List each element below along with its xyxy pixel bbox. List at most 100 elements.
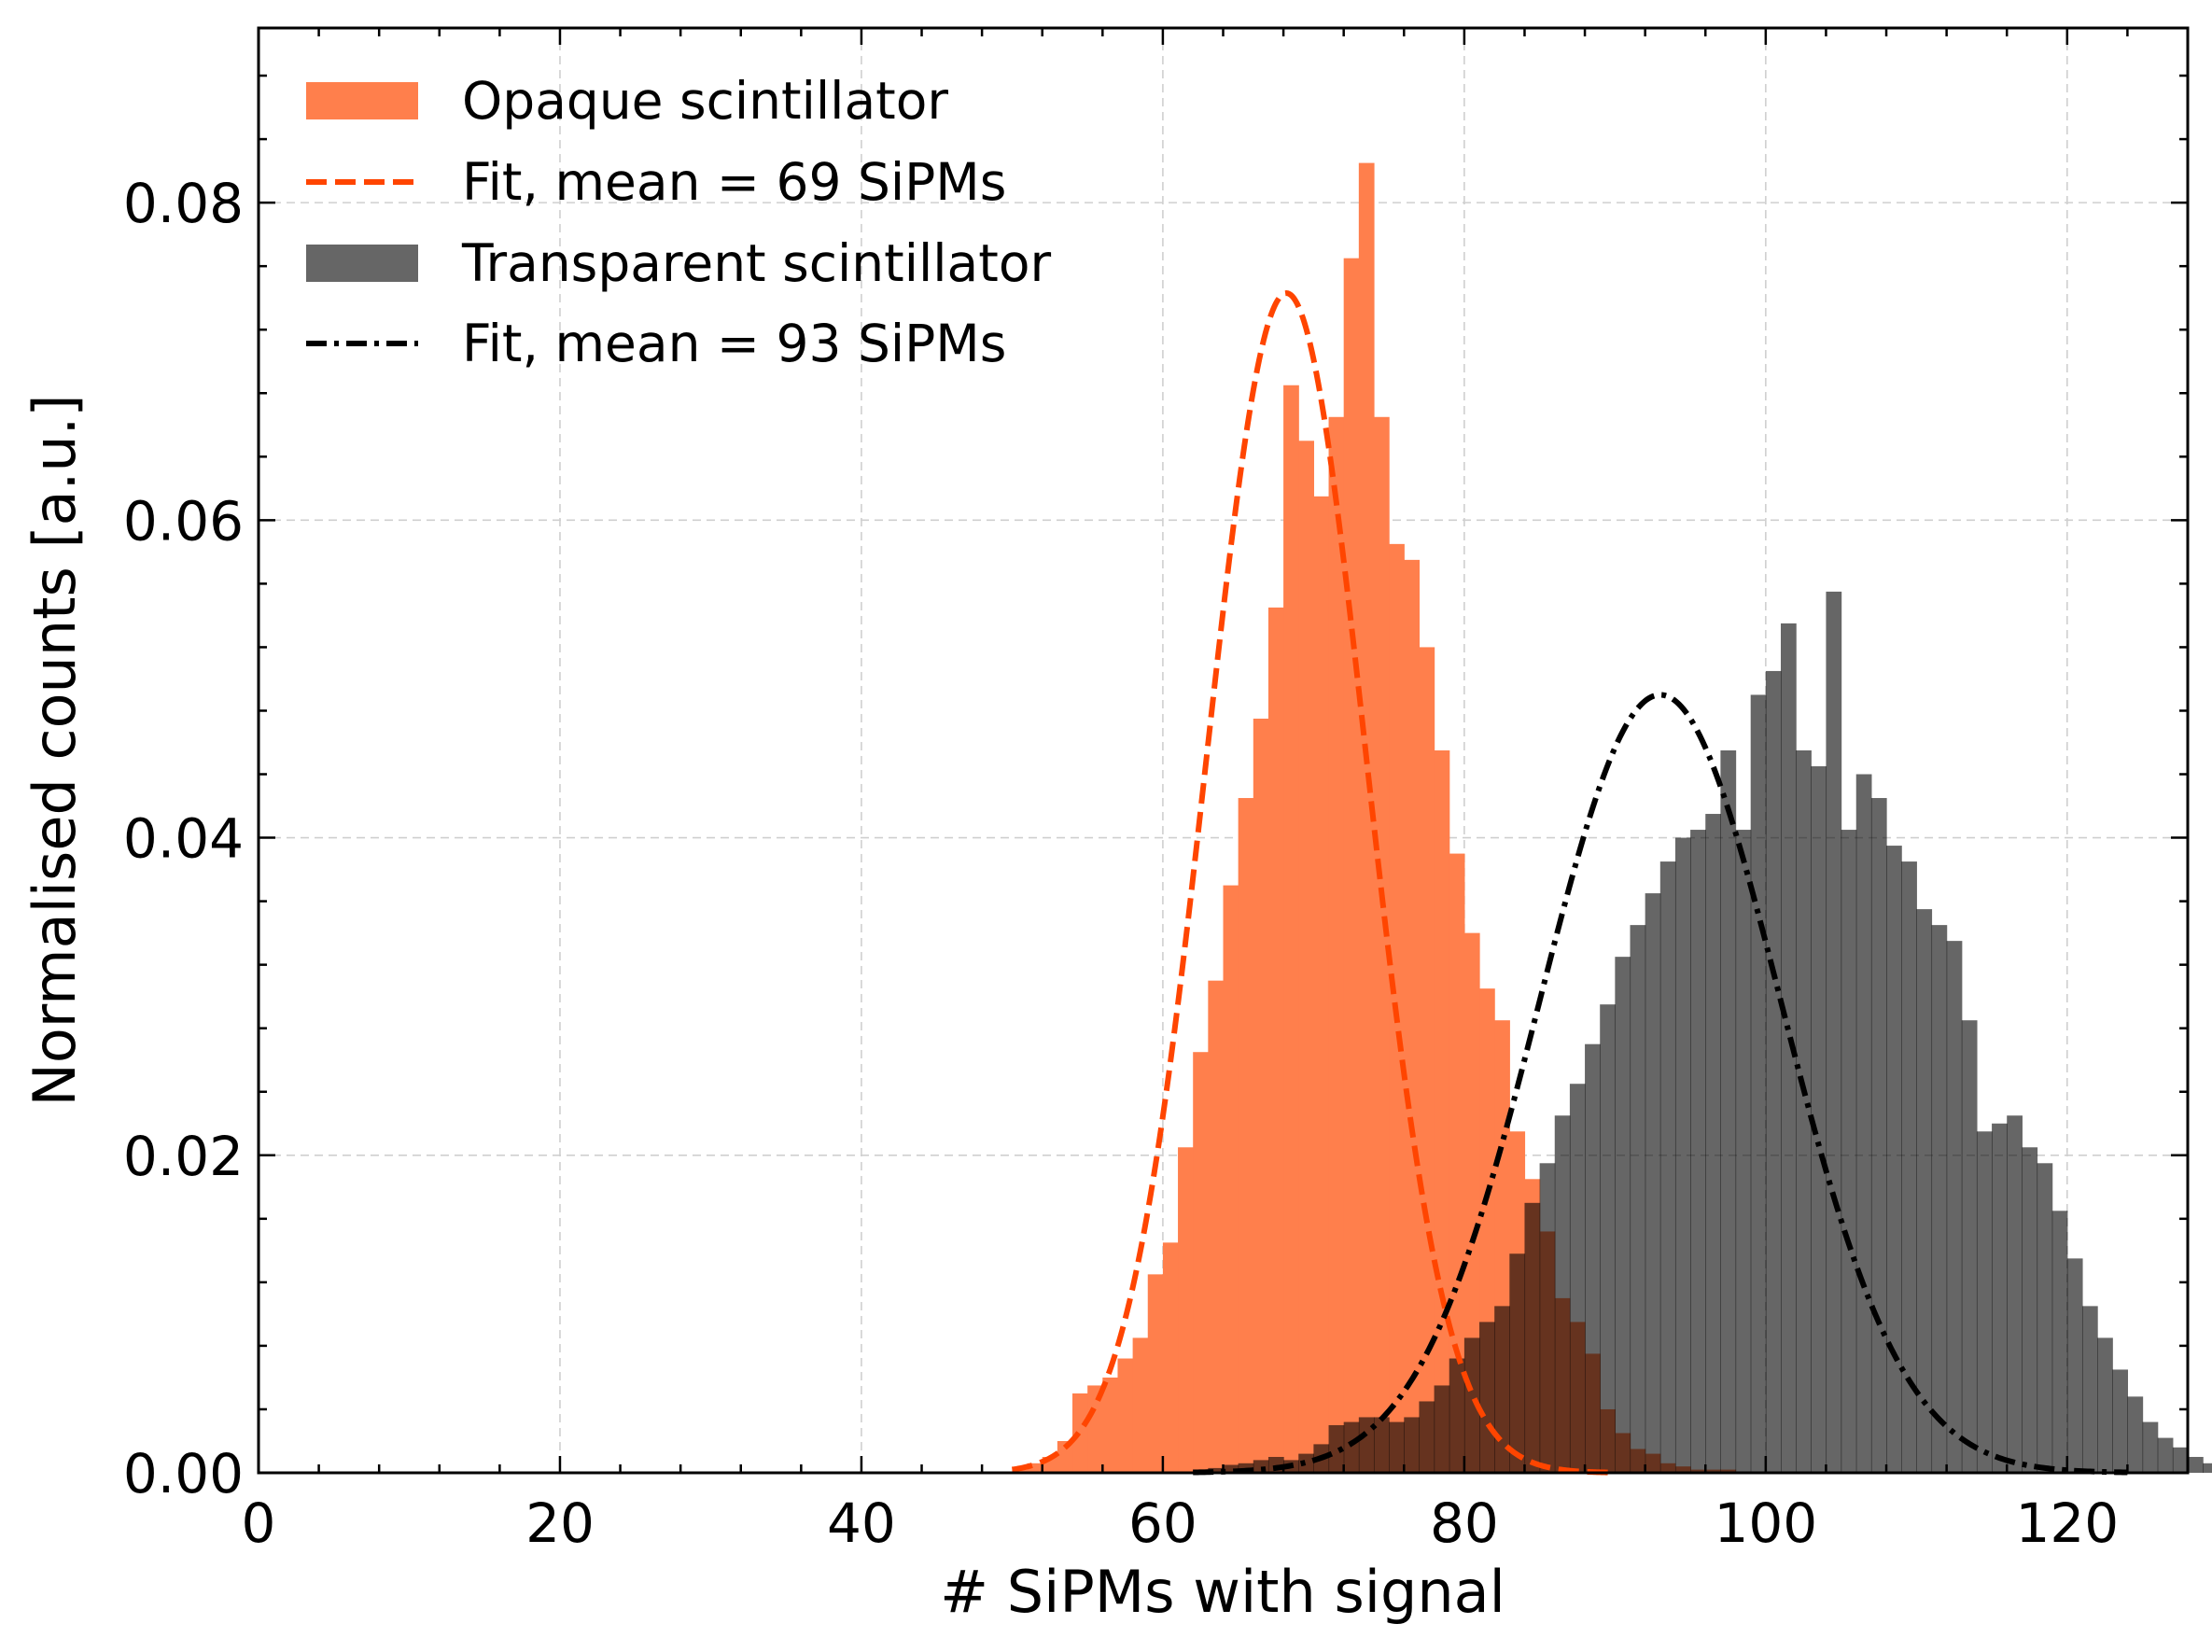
transparent-bar bbox=[2157, 1437, 2174, 1473]
transparent-bar bbox=[1389, 1421, 1405, 1473]
opaque-bar bbox=[1208, 980, 1225, 1473]
transparent-bar bbox=[1600, 1004, 1616, 1473]
opaque-bar bbox=[1147, 1274, 1164, 1473]
transparent-bar bbox=[1886, 846, 1902, 1473]
transparent-bar bbox=[1615, 957, 1631, 1473]
transparent-bar bbox=[1298, 1453, 1314, 1473]
opaque-bar bbox=[1027, 1463, 1043, 1473]
transparent-bar bbox=[1328, 1424, 1345, 1473]
y-tick-label: 0.08 bbox=[123, 172, 244, 235]
transparent-bar bbox=[1961, 1020, 1978, 1473]
opaque-bar bbox=[1434, 750, 1450, 1473]
transparent-bar bbox=[1765, 670, 1782, 1473]
opaque-bar bbox=[1449, 853, 1465, 1473]
transparent-bar bbox=[1630, 925, 1646, 1473]
transparent-bar bbox=[1735, 830, 1752, 1473]
transparent-histogram bbox=[1193, 591, 2212, 1473]
transparent-bar bbox=[1358, 1417, 1375, 1473]
legend-label-transparent-fit: Fit, mean = 93 SiPMs bbox=[462, 314, 1006, 373]
x-tick-label: 0 bbox=[242, 1491, 276, 1555]
transparent-bar bbox=[1463, 1337, 1480, 1473]
transparent-bar bbox=[1976, 1131, 1993, 1473]
transparent-bar bbox=[1855, 774, 1872, 1473]
opaque-bar bbox=[1178, 1147, 1194, 1473]
transparent-bar bbox=[2037, 1163, 2053, 1473]
x-tick-label: 40 bbox=[827, 1491, 896, 1555]
y-axis-tick-labels: 0.00 0.02 0.04 0.06 0.08 bbox=[123, 172, 244, 1505]
legend-label-transparent: Transparent scintillator bbox=[461, 233, 1051, 293]
transparent-bar bbox=[2172, 1447, 2189, 1473]
legend-swatch-opaque bbox=[306, 82, 418, 119]
opaque-bar bbox=[1298, 441, 1314, 1474]
transparent-bar bbox=[1208, 1467, 1225, 1473]
transparent-bar bbox=[1479, 1322, 1495, 1473]
opaque-bar bbox=[1132, 1337, 1149, 1473]
transparent-bar bbox=[1585, 1043, 1601, 1473]
y-tick-label: 0.00 bbox=[123, 1442, 244, 1505]
opaque-bar bbox=[1283, 385, 1299, 1473]
y-tick-label: 0.04 bbox=[123, 807, 244, 871]
legend-swatch-transparent bbox=[306, 245, 418, 282]
transparent-bar bbox=[1826, 591, 1842, 1473]
transparent-bar bbox=[1916, 909, 1933, 1473]
legend: Opaque scintillator Fit, mean = 69 SiPMs… bbox=[306, 71, 1051, 373]
transparent-bar bbox=[2081, 1306, 2098, 1473]
opaque-bar bbox=[1343, 258, 1360, 1474]
transparent-bar bbox=[2022, 1147, 2038, 1473]
opaque-fit-curve bbox=[1011, 290, 1616, 1476]
opaque-bar bbox=[1102, 1377, 1119, 1473]
transparent-bar bbox=[1434, 1385, 1450, 1473]
transparent-bar bbox=[2066, 1258, 2083, 1473]
x-tick-label: 20 bbox=[525, 1491, 595, 1555]
transparent-bar bbox=[2112, 1369, 2129, 1473]
opaque-bar bbox=[1012, 1469, 1029, 1473]
transparent-bar bbox=[1780, 623, 1797, 1473]
opaque-histogram bbox=[1012, 162, 1737, 1474]
transparent-bar bbox=[1404, 1417, 1421, 1473]
transparent-bar bbox=[2203, 1463, 2212, 1473]
transparent-bar bbox=[1569, 1084, 1586, 1473]
x-tick-label: 100 bbox=[1714, 1491, 1817, 1555]
transparent-bar bbox=[1796, 750, 1812, 1473]
opaque-bar bbox=[1117, 1358, 1134, 1473]
transparent-bar bbox=[1223, 1464, 1239, 1473]
transparent-bar bbox=[1494, 1306, 1510, 1473]
transparent-bar bbox=[1750, 694, 1767, 1473]
transparent-bar bbox=[1419, 1401, 1435, 1473]
y-axis-label: Normalised counts [a.u.] bbox=[21, 394, 89, 1106]
transparent-bar bbox=[1554, 1115, 1571, 1473]
transparent-bar bbox=[1946, 941, 1963, 1473]
opaque-bar bbox=[1162, 1242, 1179, 1473]
transparent-bar bbox=[1705, 814, 1721, 1473]
x-tick-label: 60 bbox=[1128, 1491, 1197, 1555]
legend-label-opaque: Opaque scintillator bbox=[462, 71, 948, 131]
opaque-bar bbox=[1267, 607, 1284, 1473]
opaque-bar bbox=[1253, 718, 1269, 1473]
transparent-bar bbox=[1449, 1358, 1465, 1473]
transparent-bar bbox=[1524, 1202, 1541, 1473]
opaque-bar bbox=[1404, 559, 1421, 1473]
transparent-bar bbox=[1343, 1421, 1360, 1473]
opaque-bar bbox=[1057, 1440, 1073, 1473]
transparent-bar bbox=[1870, 798, 1887, 1473]
transparent-bar bbox=[1901, 861, 1917, 1473]
transparent-bar bbox=[2007, 1115, 2023, 1473]
legend-label-opaque-fit: Fit, mean = 69 SiPMs bbox=[462, 152, 1006, 212]
transparent-bar bbox=[2051, 1211, 2068, 1473]
x-tick-label: 120 bbox=[2015, 1491, 2119, 1555]
opaque-bar bbox=[1072, 1393, 1088, 1473]
transparent-fit-curve bbox=[1193, 692, 2128, 1476]
transparent-bar bbox=[1253, 1460, 1269, 1473]
y-tick-label: 0.02 bbox=[123, 1125, 244, 1188]
transparent-bar bbox=[2097, 1337, 2113, 1473]
y-tick-label: 0.06 bbox=[123, 489, 244, 553]
opaque-bar bbox=[1373, 416, 1390, 1473]
transparent-bar bbox=[1992, 1123, 2008, 1473]
opaque-bar bbox=[1313, 496, 1330, 1473]
transparent-bar bbox=[1645, 893, 1661, 1473]
transparent-bar bbox=[1931, 925, 1948, 1473]
transparent-bar bbox=[2188, 1456, 2204, 1473]
fit-curves bbox=[1011, 290, 2128, 1476]
transparent-bar bbox=[1373, 1417, 1390, 1473]
